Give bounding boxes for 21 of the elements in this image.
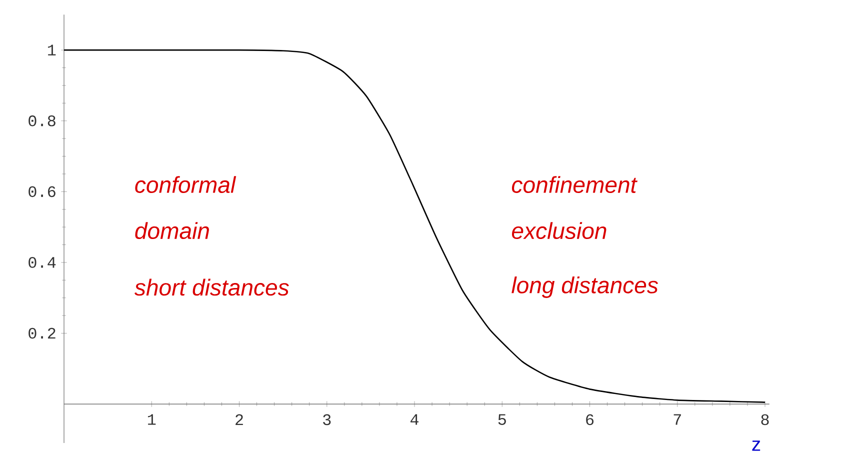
x-tick-label: 1	[148, 414, 156, 425]
annotation: short distances	[134, 278, 289, 296]
x-tick-label: 6	[586, 414, 594, 426]
annotation: confinement	[512, 176, 638, 194]
annotation: domain	[135, 222, 209, 240]
x-tick-label: 7	[674, 414, 681, 425]
y-tick-label: 0.6	[28, 186, 56, 198]
x-tick-label: 5	[498, 414, 506, 425]
y-tick-label: 0.2	[28, 328, 56, 339]
y-tick-label: 0.8	[28, 115, 56, 126]
x-axis-title: z	[752, 440, 760, 451]
y-tick-label: 0.4	[28, 257, 56, 268]
y-tick-label: 1	[48, 44, 56, 56]
line-series	[63, 49, 766, 403]
annotation: conformal	[135, 176, 236, 194]
x-tick-label: 8	[761, 414, 769, 426]
annotation: long distances	[512, 276, 658, 298]
x-tick-label: 4	[410, 414, 418, 425]
x-tick-label: 3	[323, 414, 331, 426]
x-tick-label: 2	[236, 414, 243, 425]
annotation: exclusion	[512, 222, 606, 240]
